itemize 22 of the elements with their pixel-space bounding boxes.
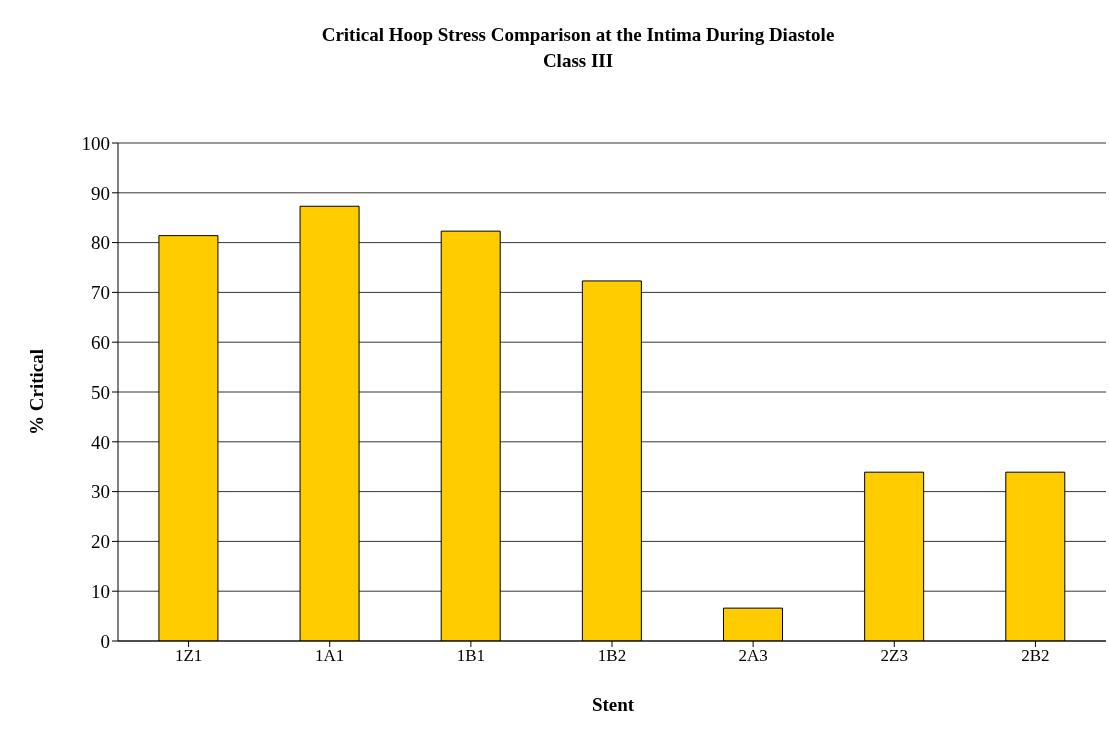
y-tick-label: 100 bbox=[81, 132, 110, 154]
chart-subtitle: Class III bbox=[541, 49, 615, 73]
chart-title: Critical Hoop Stress Comparison at the Intima During Diastole bbox=[320, 23, 836, 47]
x-tick-label: 2B2 bbox=[1021, 646, 1050, 666]
x-tick-label: 1B1 bbox=[456, 646, 486, 666]
y-tick-label: 0 bbox=[100, 630, 110, 652]
y-tick-label: 80 bbox=[91, 232, 110, 254]
x-tick-label: 2A3 bbox=[738, 646, 768, 666]
x-tick-label: 1A1 bbox=[315, 646, 345, 666]
y-tick-label: 50 bbox=[91, 381, 110, 403]
x-tick-label: 1Z1 bbox=[174, 646, 203, 666]
x-tick-label: 2Z3 bbox=[880, 646, 908, 666]
y-tick-label: 30 bbox=[91, 481, 110, 503]
y-tick-label: 20 bbox=[91, 531, 110, 553]
x-tick-label: 1B2 bbox=[597, 646, 627, 666]
y-tick-label: 60 bbox=[91, 331, 110, 353]
y-axis-title: % Critical bbox=[25, 348, 47, 436]
y-tick-label: 70 bbox=[91, 282, 110, 304]
y-tick-label: 10 bbox=[91, 580, 110, 602]
x-axis-title: Stent bbox=[590, 694, 636, 716]
y-tick-label: 40 bbox=[91, 431, 110, 453]
y-tick-label: 90 bbox=[91, 182, 110, 204]
